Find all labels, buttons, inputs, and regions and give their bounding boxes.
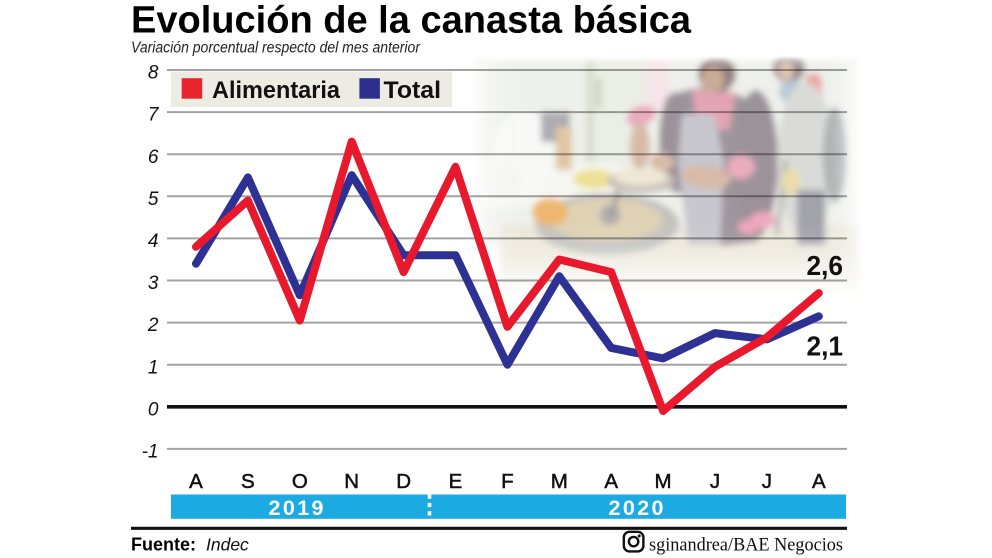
svg-text:-1: -1 (142, 442, 159, 463)
svg-text:M: M (551, 470, 568, 493)
svg-text:Fuente:: Fuente: (131, 535, 196, 555)
svg-text:A: A (189, 470, 203, 493)
svg-text:Evolución de la canasta básica: Evolución de la canasta básica (131, 0, 692, 42)
svg-text:0: 0 (148, 399, 159, 420)
svg-text:O: O (292, 470, 308, 493)
svg-text:Variación porcentual respecto: Variación porcentual respecto del mes an… (131, 40, 421, 57)
svg-text:A: A (604, 470, 618, 493)
svg-text:4: 4 (148, 231, 159, 252)
svg-text:3: 3 (148, 273, 159, 294)
svg-text:J: J (762, 470, 772, 493)
svg-text:8: 8 (148, 63, 159, 84)
svg-text:6: 6 (148, 147, 159, 168)
svg-text:2,1: 2,1 (807, 331, 844, 362)
svg-text:1: 1 (148, 357, 159, 378)
svg-text:E: E (449, 470, 463, 493)
svg-text:Alimentaria: Alimentaria (212, 77, 340, 104)
svg-text:2: 2 (147, 315, 159, 336)
svg-text:Total: Total (384, 77, 442, 104)
svg-text:J: J (710, 470, 720, 493)
svg-text:F: F (501, 470, 514, 493)
svg-text:A: A (812, 470, 826, 493)
svg-text:M: M (655, 470, 672, 493)
svg-text:N: N (344, 470, 359, 493)
svg-text:D: D (396, 470, 411, 493)
svg-text:7: 7 (148, 105, 160, 126)
svg-text:sginandrea/BAE Negocios: sginandrea/BAE Negocios (649, 536, 843, 556)
svg-text:S: S (241, 470, 255, 493)
svg-text:Indec: Indec (206, 535, 249, 555)
svg-text:2,6: 2,6 (807, 250, 844, 281)
svg-text:5: 5 (148, 189, 159, 210)
